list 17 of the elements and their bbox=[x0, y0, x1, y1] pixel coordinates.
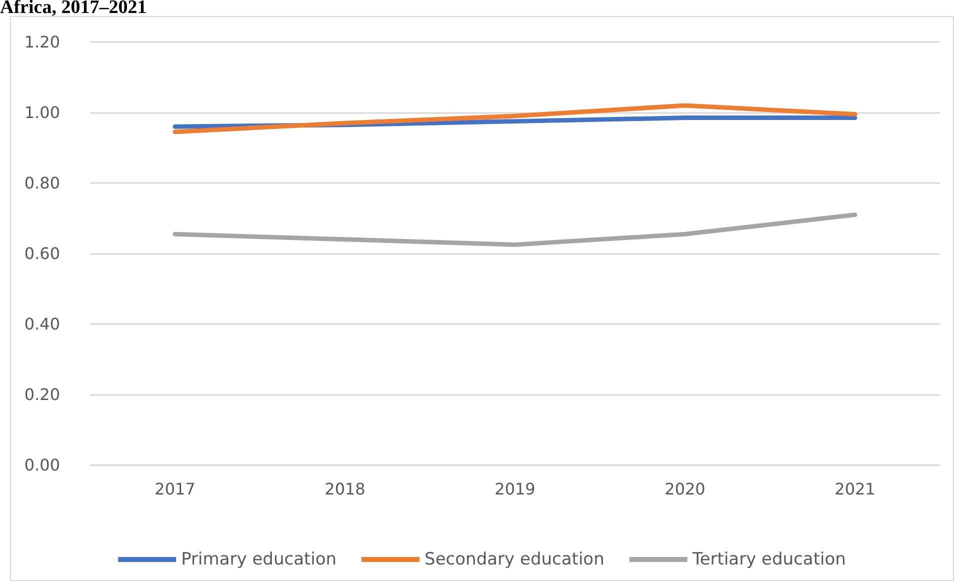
legend-label: Secondary education bbox=[424, 550, 604, 570]
legend-label: Tertiary education bbox=[691, 550, 846, 570]
x-tick-label: 2019 bbox=[494, 480, 536, 498]
y-tick-label: 1.20 bbox=[24, 32, 60, 52]
x-tick-label: 2020 bbox=[664, 480, 706, 498]
y-tick-label: 0.40 bbox=[24, 314, 60, 334]
y-tick-label: 0.00 bbox=[24, 456, 60, 474]
y-tick-label: 1.00 bbox=[24, 103, 60, 122]
legend-label: Primary education bbox=[181, 550, 337, 570]
x-tick-label: 2018 bbox=[324, 480, 366, 498]
y-tick-label: 0.80 bbox=[24, 174, 60, 192]
x-tick-label: 2017 bbox=[154, 480, 196, 498]
y-tick-label: 0.60 bbox=[24, 244, 60, 263]
line-series bbox=[172, 103, 858, 134]
x-tick-label: 2021 bbox=[834, 480, 876, 498]
line-series bbox=[172, 212, 858, 247]
y-tick-label: 0.20 bbox=[24, 385, 60, 404]
